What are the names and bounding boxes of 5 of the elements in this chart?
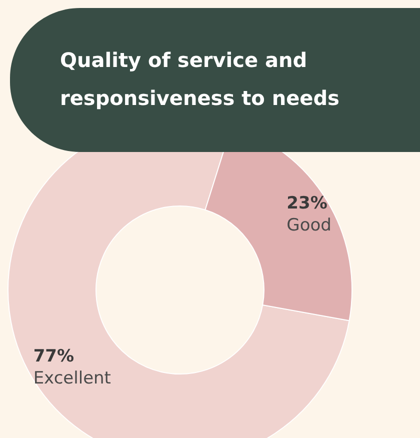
slice-label: Excellent: [33, 368, 112, 389]
data-label: 23%: [286, 193, 328, 214]
data-label: 77%: [33, 346, 74, 367]
slice-label: Good: [286, 215, 332, 236]
chart-title: Quality of service and responsiveness to needs: [60, 48, 340, 110]
